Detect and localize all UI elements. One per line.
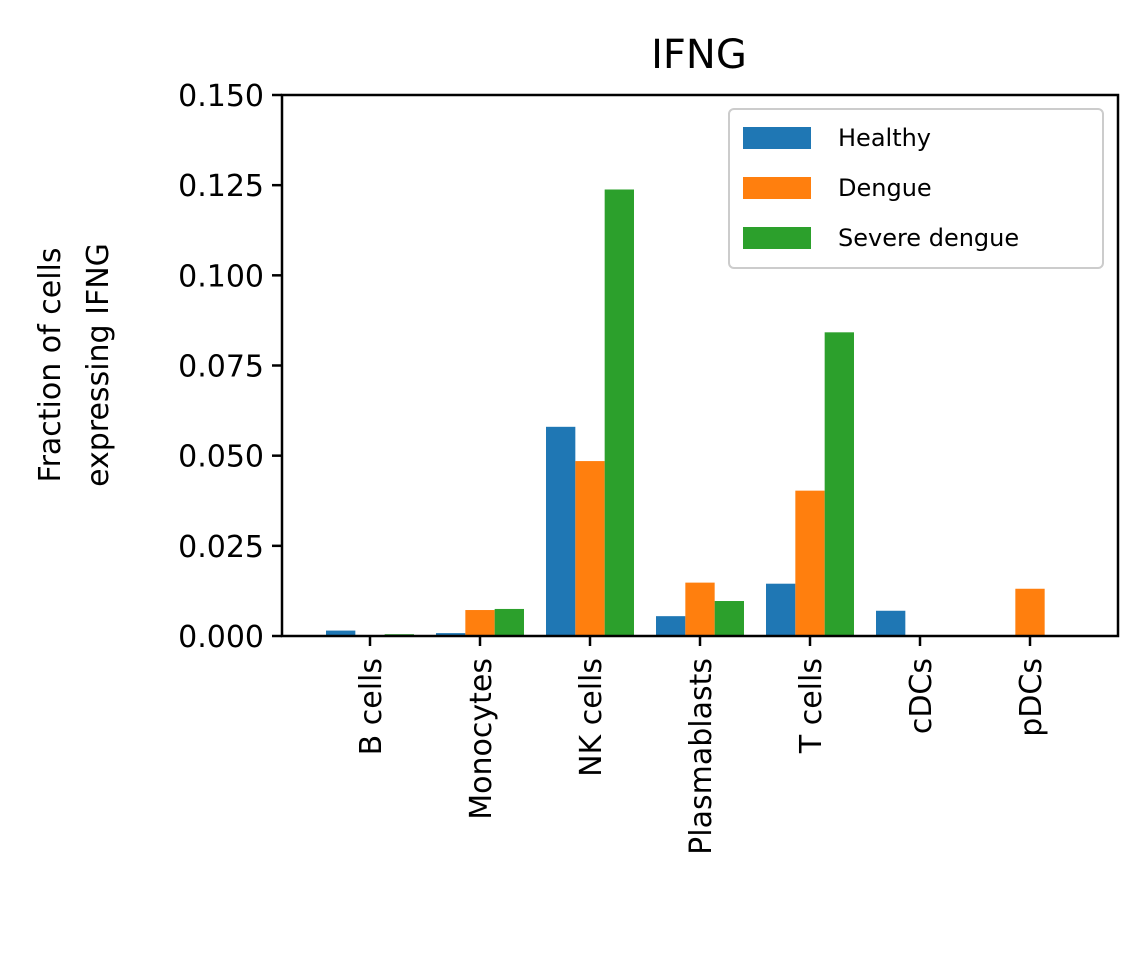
bar-0-1 [436,633,466,636]
x-tick-label-6: pDCs [1014,658,1049,737]
legend-label-0: Healthy [838,124,931,152]
bar-2-1 [494,608,524,636]
x-tick-label-5: cDCs [904,658,939,734]
bars-layer [326,189,1045,636]
y-axis-label-line-1: Fraction of cells [33,248,68,483]
bar-0-0 [326,630,356,636]
x-tick-label-0: B cells [354,658,389,755]
y-tick-label-5: 0.125 [178,169,264,204]
chart-title: IFNG [651,32,747,78]
y-tick-label-0: 0.000 [178,620,264,655]
x-tick-label-2: NK cells [574,658,609,777]
bar-1-4 [795,490,825,636]
y-tick-label-3: 0.075 [178,350,264,385]
legend-swatch-0 [743,127,811,149]
x-tick-label-3: Plasmablasts [684,658,719,855]
y-tick-label-4: 0.100 [178,259,264,294]
axes-layer: 0.000 0.025 0.050 0.075 0.100 0.125 0.150 B cel… [178,79,1120,855]
bar-1-1 [465,610,495,636]
legend-label-1: Dengue [838,174,932,202]
x-tick-label-1: Monocytes [464,658,499,820]
legend-swatch-2 [743,227,811,249]
bar-0-2 [546,426,576,636]
bar-0-3 [656,616,686,636]
x-tick-label-4: T cells [794,658,829,754]
legend-box [728,108,1104,269]
y-tick-label-6: 0.150 [178,79,264,114]
legend-swatch-1 [743,177,811,199]
y-tick-label-2: 0.050 [178,440,264,475]
y-axis-label-line-2: expressing IFNG [81,243,116,487]
bar-0-4 [766,583,796,636]
bar-2-3 [714,601,744,636]
bar-1-3 [685,582,715,636]
bar-1-2 [575,461,605,636]
y-tick-label-1: 0.025 [178,530,264,565]
bar-0-5 [876,610,906,636]
bar-1-6 [1015,588,1045,636]
legend-label-2: Severe dengue [838,224,1019,252]
legend: Healthy Dengue Severe dengue [728,108,1104,269]
bar-2-4 [824,332,854,636]
bar-2-2 [604,189,634,636]
